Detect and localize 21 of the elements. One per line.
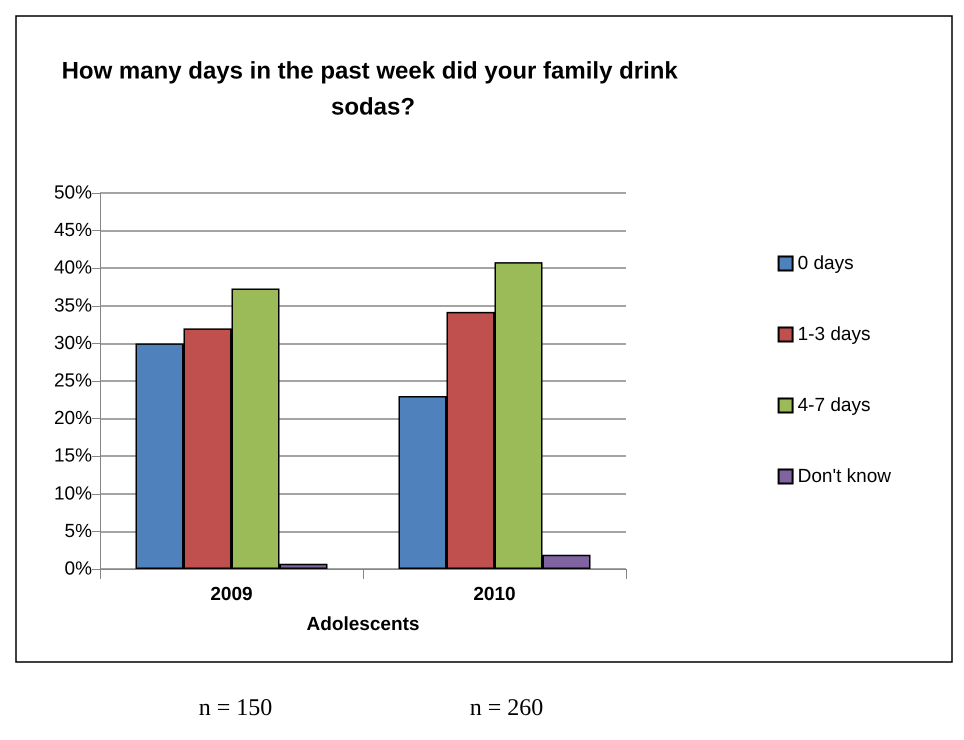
- y-tick-label: 25%: [54, 370, 92, 392]
- y-tick-label: 10%: [54, 483, 92, 504]
- x-tick-label: 2010: [473, 584, 516, 605]
- y-tick-label: 35%: [54, 295, 92, 316]
- x-tick-label: 2009: [210, 584, 253, 605]
- y-tick-label: 50%: [54, 182, 92, 204]
- legend-label: 0 days: [798, 253, 854, 274]
- chart-title: How many days in the past week did your family drink sodas?: [62, 58, 684, 120]
- y-tick-label: 5%: [64, 520, 92, 542]
- legend-label: Don't know: [798, 466, 892, 487]
- legend-label: 4-7 days: [798, 395, 870, 416]
- x-axis-title: Adolescents: [306, 614, 420, 635]
- y-tick-label: 0%: [64, 558, 92, 580]
- y-tick-label: 15%: [54, 446, 92, 467]
- y-tick-label: 30%: [54, 332, 92, 354]
- text: n = 150: [198, 695, 272, 721]
- y-tick-label: 45%: [54, 220, 92, 242]
- legend-label: 1-3 days: [798, 324, 870, 345]
- y-tick-label: 40%: [54, 258, 92, 279]
- text: n = 260: [470, 695, 544, 721]
- y-tick-label: 20%: [54, 408, 92, 430]
